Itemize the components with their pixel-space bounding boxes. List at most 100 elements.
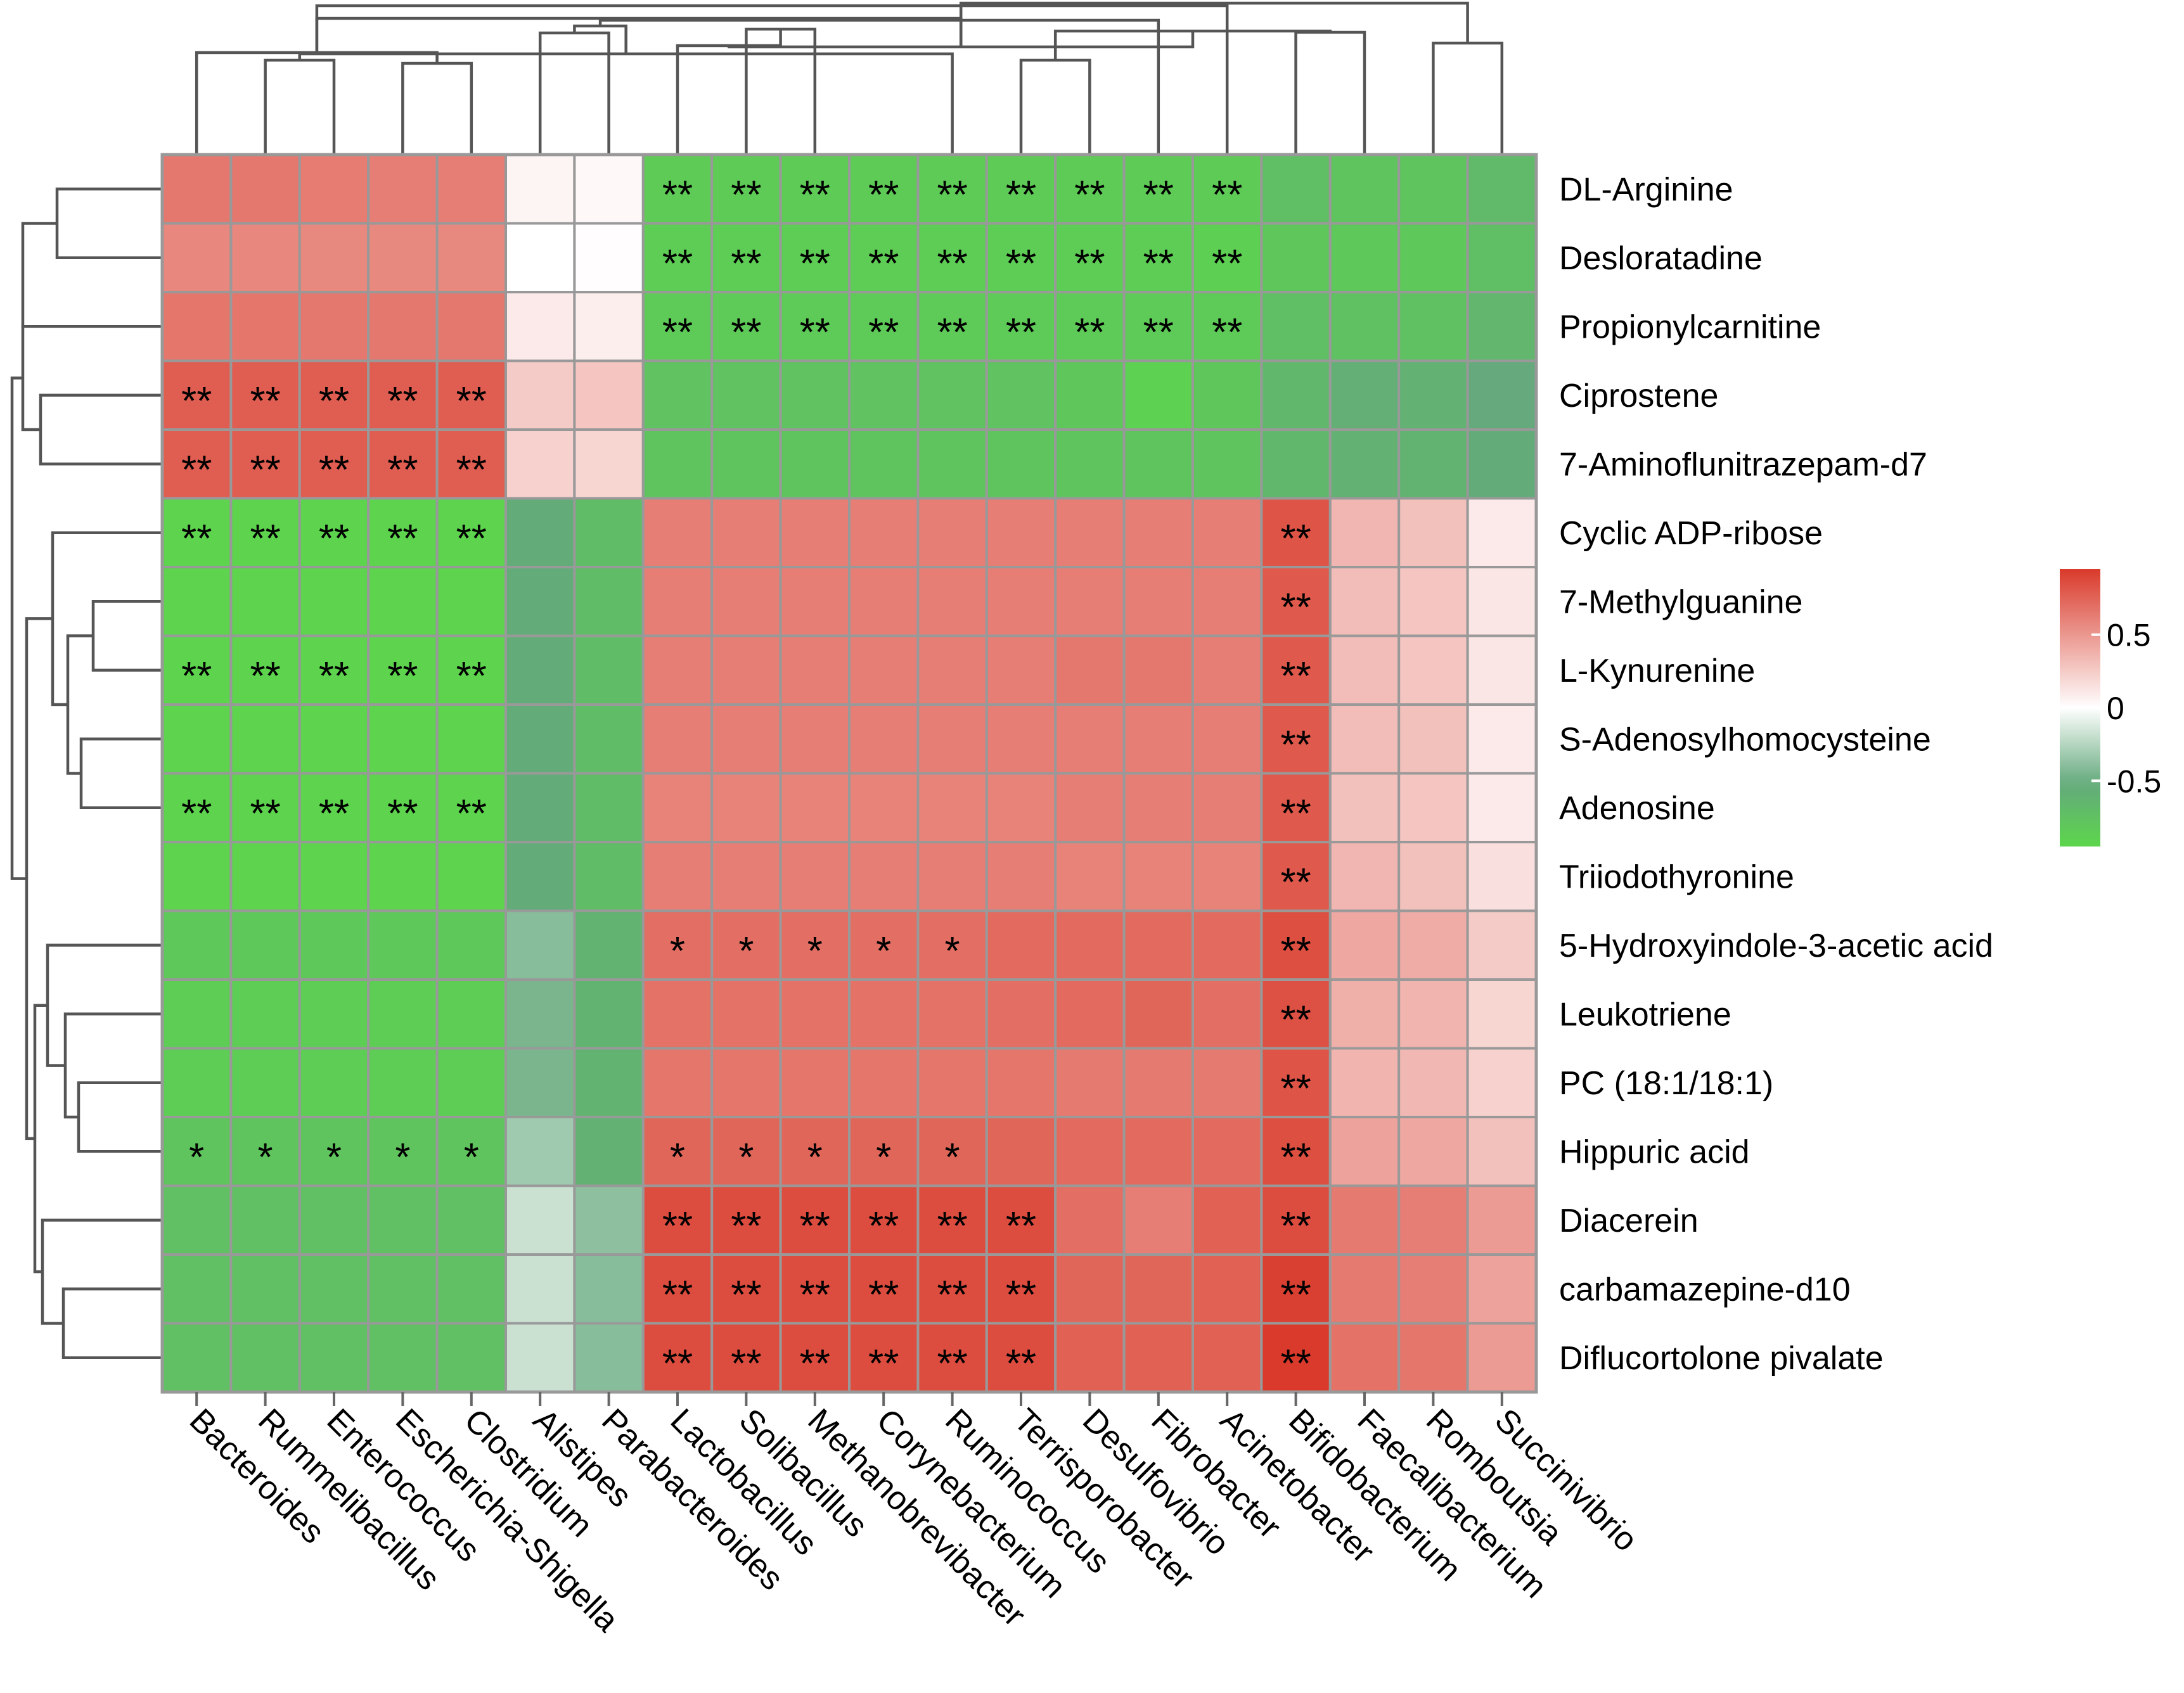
heatmap-cell — [916, 703, 988, 775]
significance-mark: ** — [181, 448, 212, 492]
significance-mark: ** — [731, 173, 761, 217]
heatmap-cell — [229, 703, 301, 775]
significance-mark: ** — [319, 792, 349, 836]
heatmap-cell — [229, 291, 301, 362]
heatmap-cell — [1192, 1184, 1263, 1256]
heatmap-cell — [641, 497, 714, 568]
heatmap-cell — [779, 909, 851, 981]
significance-mark: ** — [800, 1273, 830, 1317]
heatmap-cell — [435, 841, 507, 912]
heatmap-cell — [641, 909, 714, 981]
heatmap-cell — [1397, 428, 1469, 500]
heatmap-cell — [848, 978, 920, 1050]
significance-mark: * — [738, 1135, 754, 1179]
heatmap-cell — [985, 1047, 1057, 1118]
heatmap-cell — [573, 1184, 645, 1256]
heatmap-cell — [435, 978, 507, 1050]
heatmap-cell — [298, 703, 370, 775]
heatmap-cell — [641, 1322, 714, 1393]
heatmap-cell — [229, 1184, 301, 1256]
heatmap-cell — [435, 222, 507, 293]
significance-marks: ** ** ** ** ** ** ** ** **** ** ** ** ** ** ** ** **** **… — [181, 173, 1311, 1386]
column-dendrogram-branch — [1432, 41, 1504, 155]
heatmap-cell — [779, 978, 851, 1050]
heatmap-cell — [1328, 566, 1401, 637]
heatmap-cell — [916, 634, 988, 706]
heatmap-cell — [985, 428, 1057, 500]
heatmap-cell — [1466, 841, 1538, 912]
heatmap-cell — [848, 703, 920, 775]
row-label: Desloratadine — [1559, 240, 1763, 277]
heatmap-cell — [1054, 1184, 1126, 1256]
heatmap-cell — [1192, 1322, 1263, 1393]
heatmap-cell — [779, 428, 851, 500]
heatmap-cell — [161, 1253, 233, 1325]
heatmap-cell — [1054, 1047, 1126, 1118]
heatmap-cell — [298, 291, 370, 362]
heatmap-cell — [1397, 566, 1469, 637]
significance-mark: * — [670, 1135, 685, 1179]
significance-mark: * — [464, 1135, 479, 1179]
heatmap-cell — [367, 1322, 439, 1393]
heatmap-cell — [573, 359, 645, 431]
significance-mark: * — [395, 1135, 410, 1179]
heatmap-cell — [229, 841, 301, 912]
heatmap-cell — [229, 909, 301, 981]
row-dendrogram-branch — [79, 738, 162, 810]
heatmap-cell — [1122, 497, 1194, 568]
heatmap-cell — [573, 978, 645, 1050]
heatmap-cell — [710, 1116, 782, 1187]
heatmap-cell — [435, 497, 507, 568]
heatmap-cell — [1466, 772, 1538, 843]
heatmap-cell — [779, 634, 851, 706]
significance-mark: ** — [731, 242, 761, 286]
significance-mark: ** — [1280, 585, 1311, 629]
significance-mark: ** — [1280, 655, 1311, 698]
heatmap-cell — [229, 1116, 301, 1187]
heatmap-cell — [573, 1116, 645, 1187]
significance-mark: ** — [868, 242, 899, 286]
heatmap-cell — [504, 566, 576, 637]
significance-mark: ** — [181, 792, 212, 836]
heatmap-cell — [229, 566, 301, 637]
significance-mark: ** — [800, 173, 830, 217]
heatmap-cell — [1260, 703, 1332, 775]
heatmap-cell — [1397, 1047, 1469, 1118]
heatmap-cell — [229, 634, 301, 706]
heatmap-cell — [779, 359, 851, 431]
heatmap-cell — [1397, 703, 1469, 775]
significance-mark: ** — [456, 517, 487, 561]
heatmap-cell — [1328, 153, 1401, 225]
heatmap-cell — [367, 1116, 439, 1187]
column-dendrogram-branch — [538, 31, 610, 155]
significance-mark: ** — [662, 1342, 693, 1386]
heatmap-cell — [1466, 1322, 1538, 1393]
heatmap-cell — [1466, 291, 1538, 362]
heatmap-cell — [161, 428, 233, 500]
heatmap-cell — [1260, 772, 1332, 843]
heatmap-cell — [1054, 359, 1126, 431]
heatmap-cell — [161, 1116, 233, 1187]
heatmap-cell — [641, 153, 714, 225]
heatmap-cell — [367, 1253, 439, 1325]
heatmap-cell — [367, 703, 439, 775]
significance-mark: * — [945, 1135, 960, 1179]
heatmap-cell — [1397, 772, 1469, 843]
heatmap-cell — [1328, 222, 1401, 293]
heatmap-cell — [504, 978, 576, 1050]
heatmap-cell — [1328, 772, 1401, 843]
significance-mark: * — [945, 930, 960, 973]
heatmap-cell — [1328, 1184, 1401, 1256]
heatmap-cell — [916, 1047, 988, 1118]
heatmap-cell — [504, 359, 576, 431]
heatmap-cell — [573, 428, 645, 500]
significance-mark: ** — [1143, 310, 1174, 354]
heatmap-cell — [1328, 1047, 1401, 1118]
heatmap-cell — [573, 1047, 645, 1118]
heatmap-cell — [710, 359, 782, 431]
heatmap-cell — [573, 841, 645, 912]
row-label: Diflucortolone pivalate — [1559, 1340, 1884, 1377]
heatmap-cell — [1466, 1116, 1538, 1187]
heatmap-cell — [504, 703, 576, 775]
heatmap-cell — [1397, 1253, 1469, 1325]
